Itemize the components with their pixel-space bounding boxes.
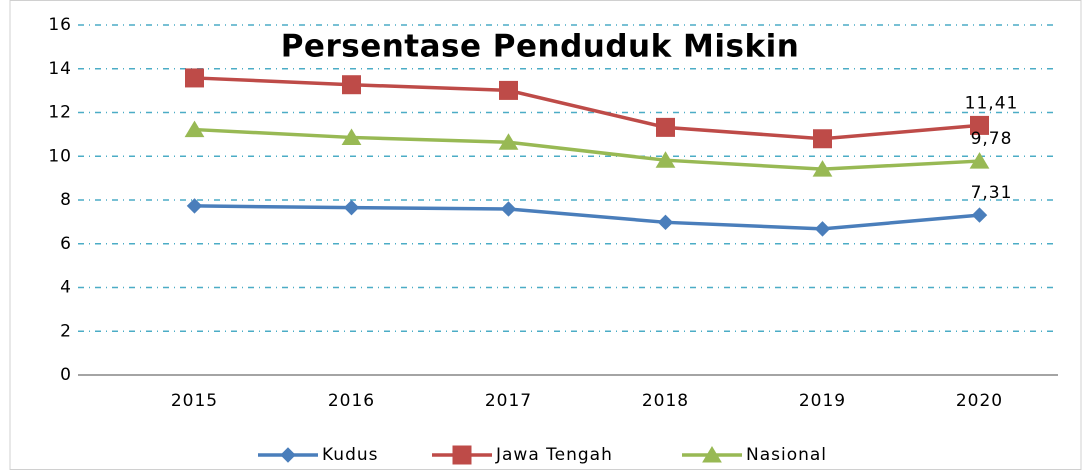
chart-title: Persentase Penduduk Miskin xyxy=(281,29,800,65)
series-line xyxy=(194,76,980,141)
data-label: 9,78 xyxy=(971,129,1013,149)
series-line xyxy=(194,204,980,231)
data-label: 7,31 xyxy=(971,183,1013,203)
marker xyxy=(341,128,362,145)
legend-label: Jawa Tengah xyxy=(495,445,613,465)
marker xyxy=(971,207,988,223)
marker xyxy=(655,151,676,168)
x-tick-label: 2016 xyxy=(328,391,375,411)
y-tick-label: 6 xyxy=(60,234,72,254)
series-line xyxy=(194,127,980,171)
y-tick-label: 2 xyxy=(60,321,72,341)
marker xyxy=(343,199,360,216)
legend-marker xyxy=(452,445,472,465)
marker xyxy=(969,152,990,169)
x-tick-label: 2019 xyxy=(799,391,846,411)
y-tick-label: 12 xyxy=(48,103,72,123)
x-tick-label: 2018 xyxy=(642,391,689,411)
marker xyxy=(657,214,674,231)
marker xyxy=(656,117,675,137)
legend-marker xyxy=(280,447,296,463)
y-tick-label: 8 xyxy=(60,190,72,210)
marker xyxy=(342,75,361,95)
marker xyxy=(813,129,832,149)
x-tick-label: 2017 xyxy=(485,391,532,411)
marker xyxy=(500,201,517,217)
data-label: 11,41 xyxy=(965,93,1019,113)
marker xyxy=(970,115,989,135)
marker xyxy=(499,80,518,100)
y-tick-label: 10 xyxy=(48,146,72,166)
marker xyxy=(185,68,204,88)
marker xyxy=(814,221,831,237)
x-tick-label: 2015 xyxy=(171,391,218,411)
y-tick-label: 0 xyxy=(60,365,72,385)
legend-label: Nasional xyxy=(746,445,827,465)
legend-label: Kudus xyxy=(322,445,379,465)
y-tick-label: 14 xyxy=(48,59,72,79)
legend-marker xyxy=(702,446,722,463)
marker xyxy=(498,133,519,150)
marker xyxy=(812,160,833,177)
marker xyxy=(184,120,205,138)
y-tick-label: 4 xyxy=(60,278,72,298)
y-tick-label: 16 xyxy=(48,15,72,35)
x-tick-label: 2020 xyxy=(956,391,1003,411)
marker xyxy=(186,198,203,214)
